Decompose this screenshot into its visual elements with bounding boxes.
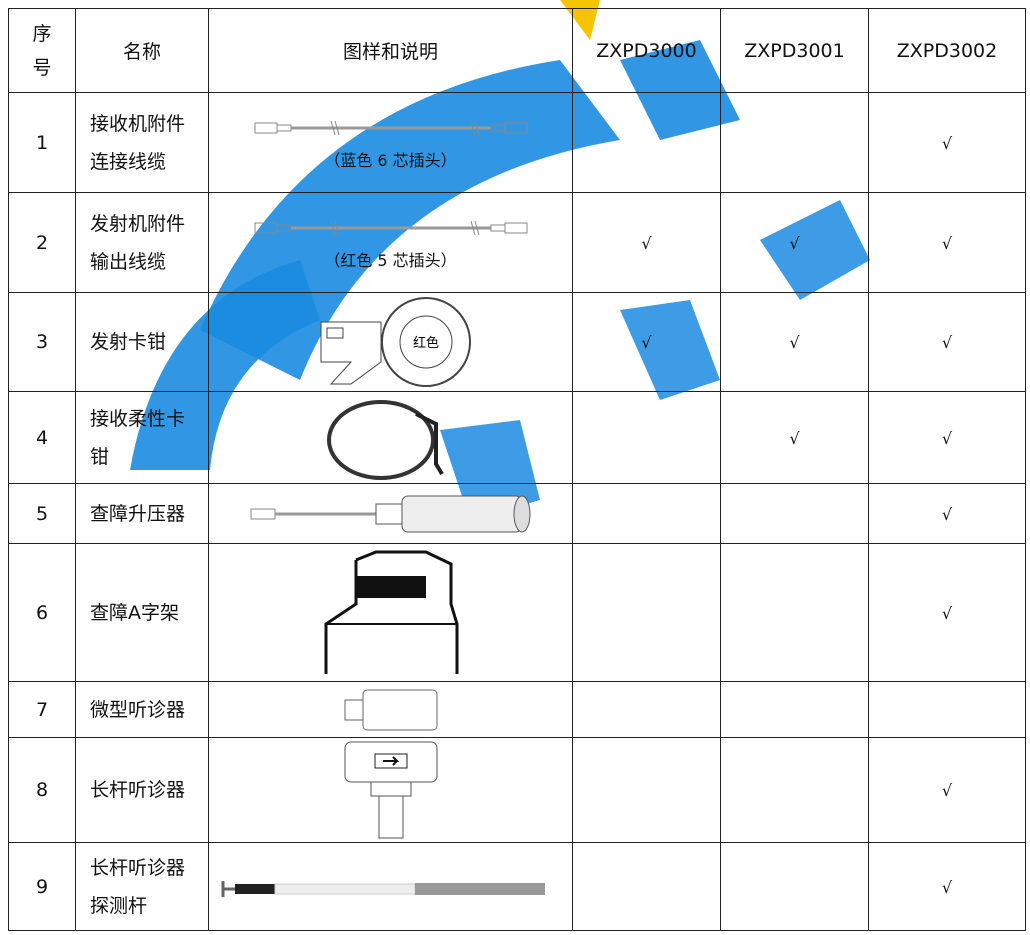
check-mark: √ bbox=[789, 233, 800, 253]
illustration-cell bbox=[208, 737, 573, 843]
illustration-cell: 红色 bbox=[208, 292, 573, 392]
check-mark: √ bbox=[941, 133, 953, 153]
check-mark: √ bbox=[789, 333, 800, 352]
illustration-cell bbox=[208, 391, 573, 484]
cable-illustration bbox=[254, 220, 527, 235]
model-cell: √ bbox=[720, 292, 869, 392]
model-cell: √ bbox=[720, 391, 869, 484]
header-cell: ZXPD3002 bbox=[868, 8, 1026, 93]
model-cell bbox=[720, 842, 869, 931]
table-row: 8 长杆听诊器 √ bbox=[8, 737, 1026, 843]
model-cell bbox=[572, 543, 721, 682]
check-mark: √ bbox=[941, 603, 953, 623]
model-cell: √ bbox=[868, 737, 1026, 843]
clamp-label: 红色 bbox=[412, 335, 438, 351]
model-cell: √ bbox=[572, 192, 721, 293]
model-cell bbox=[720, 737, 869, 843]
table-row: 9 长杆听诊器探测杆 √ bbox=[8, 842, 1026, 931]
model-cell bbox=[572, 842, 721, 931]
header-cell: 名称 bbox=[75, 8, 209, 93]
check-mark: √ bbox=[941, 504, 953, 524]
model-cell bbox=[720, 92, 869, 193]
model-cell: √ bbox=[868, 483, 1026, 544]
row-number: 8 bbox=[8, 737, 76, 843]
illustration-cell bbox=[208, 543, 573, 682]
item-name: 查障升压器 bbox=[75, 483, 209, 544]
model-cell: √ bbox=[868, 842, 1026, 931]
item-name: 长杆听诊器 bbox=[75, 737, 209, 843]
check-mark: √ bbox=[941, 781, 953, 800]
probe-rod-illustration bbox=[221, 880, 545, 897]
model-cell bbox=[572, 681, 721, 738]
cable-illustration bbox=[254, 120, 527, 135]
row-number: 6 bbox=[8, 543, 76, 682]
check-mark: √ bbox=[941, 877, 953, 897]
check-mark: √ bbox=[789, 428, 800, 448]
check-mark: √ bbox=[941, 333, 953, 352]
illustration-cell bbox=[208, 483, 573, 544]
caption: （蓝色 6 芯插头） bbox=[324, 150, 457, 170]
check-mark: √ bbox=[641, 333, 652, 352]
row-number: 9 bbox=[8, 842, 76, 931]
model-cell: √ bbox=[720, 192, 869, 293]
row-number: 4 bbox=[8, 391, 76, 484]
micro-listener-illustration bbox=[344, 689, 437, 730]
illustration-cell bbox=[208, 842, 573, 931]
accessory-table: 序号 名称 图样和说明 ZXPD3000 ZXPD3001 ZXPD3002 1 接收机附件… bbox=[8, 8, 1026, 931]
model-cell bbox=[720, 483, 869, 544]
row-number: 3 bbox=[8, 292, 76, 392]
check-mark: √ bbox=[941, 428, 953, 448]
illustration-cell bbox=[208, 681, 573, 738]
model-cell: √ bbox=[868, 391, 1026, 484]
illustration-cell: （蓝色 6 芯插头） bbox=[208, 92, 573, 193]
model-cell bbox=[868, 681, 1026, 738]
booster-illustration bbox=[250, 495, 530, 532]
header-cell: 图样和说明 bbox=[208, 8, 573, 93]
check-mark: √ bbox=[641, 233, 652, 253]
row-number: 2 bbox=[8, 192, 76, 293]
item-name: 接收机附件连接线缆 bbox=[75, 92, 209, 193]
item-name: 发射卡钳 bbox=[75, 292, 209, 392]
model-cell bbox=[572, 391, 721, 484]
table-row: 3 发射卡钳 红色 √ √ √ bbox=[8, 292, 1026, 392]
model-cell: √ bbox=[868, 192, 1026, 293]
model-cell bbox=[572, 737, 721, 843]
header-cell: ZXPD3001 bbox=[720, 8, 869, 93]
item-name: 微型听诊器 bbox=[75, 681, 209, 738]
model-cell: √ bbox=[868, 92, 1026, 193]
item-name: 发射机附件输出线缆 bbox=[75, 192, 209, 293]
a-frame-illustration bbox=[324, 550, 458, 674]
table-row: 6 查障A字架 √ bbox=[8, 543, 1026, 682]
table-row: 4 接收柔性卡钳 √ √ bbox=[8, 391, 1026, 484]
item-name: 长杆听诊器探测杆 bbox=[75, 842, 209, 931]
model-cell bbox=[720, 681, 869, 738]
table-row: 7 微型听诊器 bbox=[8, 681, 1026, 738]
item-name: 接收柔性卡钳 bbox=[75, 391, 209, 484]
model-cell: √ bbox=[572, 292, 721, 392]
row-number: 5 bbox=[8, 483, 76, 544]
caption: （红色 5 芯插头） bbox=[324, 250, 457, 270]
row-number: 1 bbox=[8, 92, 76, 193]
check-mark: √ bbox=[941, 233, 953, 253]
clamp-illustration: 红色 bbox=[320, 297, 471, 387]
table-row: 1 接收机附件连接线缆 （蓝色 6 芯插头） √ bbox=[8, 92, 1026, 193]
header-cell: 序号 bbox=[8, 8, 76, 93]
model-cell: √ bbox=[868, 543, 1026, 682]
illustration-cell: （红色 5 芯插头） bbox=[208, 192, 573, 293]
table-row: 2 发射机附件输出线缆 （红色 5 芯插头） √ √ √ bbox=[8, 192, 1026, 293]
model-cell bbox=[720, 543, 869, 682]
model-cell: √ bbox=[868, 292, 1026, 392]
rod-listener-illustration bbox=[344, 741, 437, 839]
header-row: 序号 名称 图样和说明 ZXPD3000 ZXPD3001 ZXPD3002 bbox=[8, 8, 1026, 93]
coil-illustration bbox=[326, 399, 444, 480]
table-row: 5 查障升压器 √ bbox=[8, 483, 1026, 544]
header-cell: ZXPD3000 bbox=[572, 8, 721, 93]
model-cell bbox=[572, 483, 721, 544]
model-cell bbox=[572, 92, 721, 193]
row-number: 7 bbox=[8, 681, 76, 738]
item-name: 查障A字架 bbox=[75, 543, 209, 682]
